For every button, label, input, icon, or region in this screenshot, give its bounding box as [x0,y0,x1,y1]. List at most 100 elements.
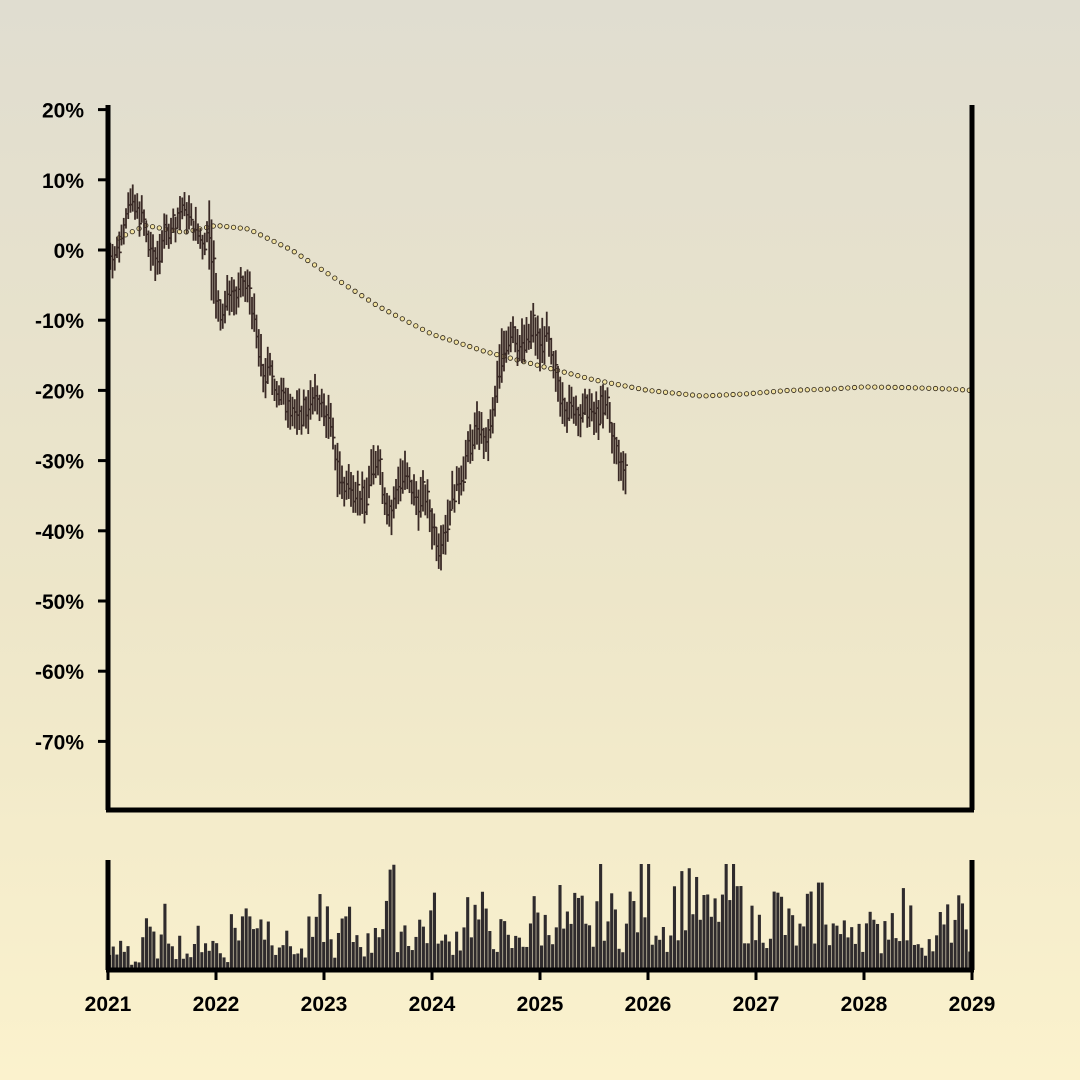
moving-average-point [649,388,655,394]
volume-bar [311,936,315,970]
volume-bar [558,885,562,970]
volume-bar [396,952,400,970]
y-tick-label: 20% [42,100,84,123]
volume-bar [240,916,245,970]
volume-bar [613,909,617,970]
volume-bar [274,954,278,970]
volume-bar [222,957,226,970]
moving-average-point [588,376,594,382]
moving-average-point [662,389,669,395]
moving-average-point [899,384,905,391]
moving-average-point [230,224,237,230]
moving-average-point [811,386,817,393]
moving-average-point [264,235,270,241]
volume-bar [713,898,717,970]
volume-bar [303,957,307,970]
volume-bar [621,952,625,970]
volume-bar [920,947,924,970]
moving-average-point [885,384,891,390]
moving-average-point [818,386,824,392]
moving-average-point [919,385,925,391]
volume-bar [684,930,688,970]
volume-bar [196,925,200,970]
volume-bar [938,912,942,970]
moving-average-point [359,293,365,299]
volume-bar [329,939,333,970]
moving-average-point [939,386,945,392]
volume-bar [377,937,381,970]
volume-bar [458,950,462,970]
moving-average-point [723,392,729,398]
volume-bar [148,926,152,970]
volume-bar [233,927,237,970]
moving-average-point [676,391,682,397]
moving-average-line [116,222,972,399]
volume-bar [178,935,182,970]
volume-bar [528,923,533,970]
volume-bar [410,950,414,970]
moving-average-point [156,225,162,231]
volume-bar [204,943,208,970]
volume-bar [540,945,544,970]
x-axis-ticks: 2021 2022 2023 2024 2025 2026 2027 2028 2029 [85,970,996,1016]
moving-average-point [845,385,851,391]
volume-bar [141,937,145,970]
volume-bar [720,894,725,970]
volume-bar [163,903,167,970]
moving-average-point [561,369,567,375]
volume-bar [333,957,337,970]
moving-average-point [750,390,756,396]
volume-bar [292,954,296,970]
volume-bar [218,953,222,970]
volume-bar [285,930,289,970]
moving-average-point [804,387,810,393]
volume-bar [879,953,883,970]
moving-average-point [730,391,736,398]
moving-average-point [473,346,480,352]
volume-bar [181,958,185,970]
moving-average-point [872,384,878,390]
moving-average-point [278,242,284,248]
volume-bar [828,945,832,970]
volume-bar [200,952,204,970]
volume-bar [857,923,861,970]
volume-bar [846,937,850,970]
volume-bar [248,916,252,970]
volume-bar [680,871,684,970]
volume-bar [525,946,529,970]
volume-bar [407,946,411,970]
volume-bar [709,916,713,970]
moving-average-point [824,386,831,392]
moving-average-point [784,387,790,394]
volume-bar [783,934,787,970]
volume-bar [599,864,603,970]
volume-bar [421,926,425,970]
volume-bar [156,958,160,970]
moving-average-point [858,384,864,390]
volume-bar [455,931,459,970]
moving-average-point [764,389,770,395]
x-tick-label: 2025 [517,993,564,1016]
volume-bar [366,933,370,970]
volume-bar [473,904,477,970]
moving-average-point [460,341,466,347]
moving-average-point [602,379,608,385]
volume-bar [584,923,588,970]
volume-bar [484,908,488,970]
volume-bar [717,921,721,970]
moving-average-point [284,245,291,251]
volume-bar [344,916,348,970]
y-tick-label: -10% [35,310,84,333]
x-tick-label: 2023 [301,993,348,1016]
moving-average-point [696,393,702,399]
moving-average-point [568,371,574,377]
volume-bar [226,962,230,970]
moving-average-point [453,339,459,345]
volume-bar [876,923,880,970]
moving-average-point [608,380,615,386]
x-tick-label: 2029 [949,993,996,1016]
moving-average-point [332,275,338,281]
volume-bar [695,876,699,970]
volume-bar [946,904,950,970]
moving-average-point [480,348,486,354]
